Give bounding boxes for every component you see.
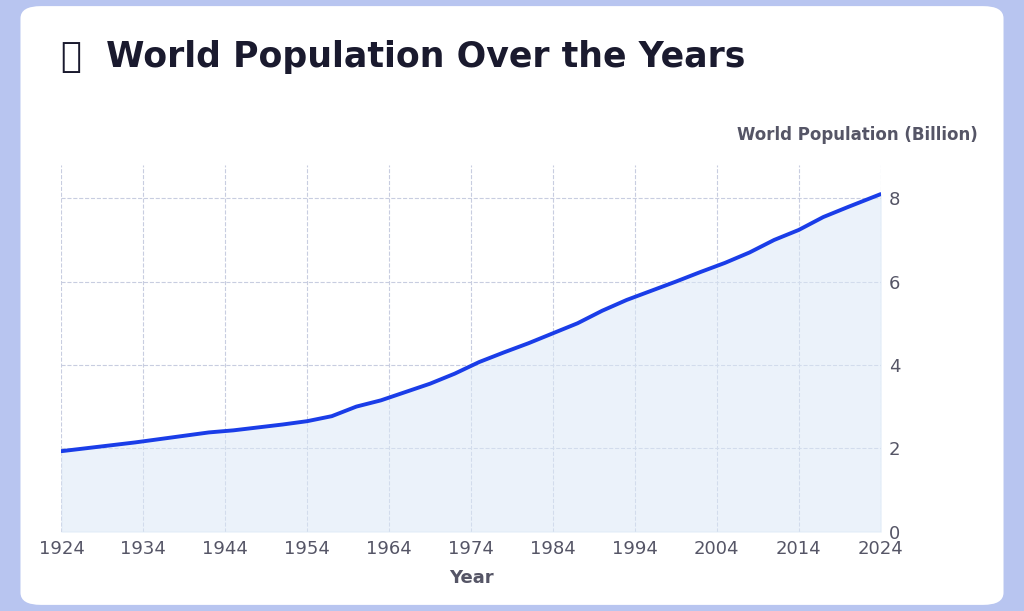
Text: World Population (Billion): World Population (Billion) [737, 126, 978, 144]
FancyBboxPatch shape [20, 6, 1004, 605]
Text: 🌍  World Population Over the Years: 🌍 World Population Over the Years [61, 40, 745, 74]
X-axis label: Year: Year [449, 569, 494, 587]
